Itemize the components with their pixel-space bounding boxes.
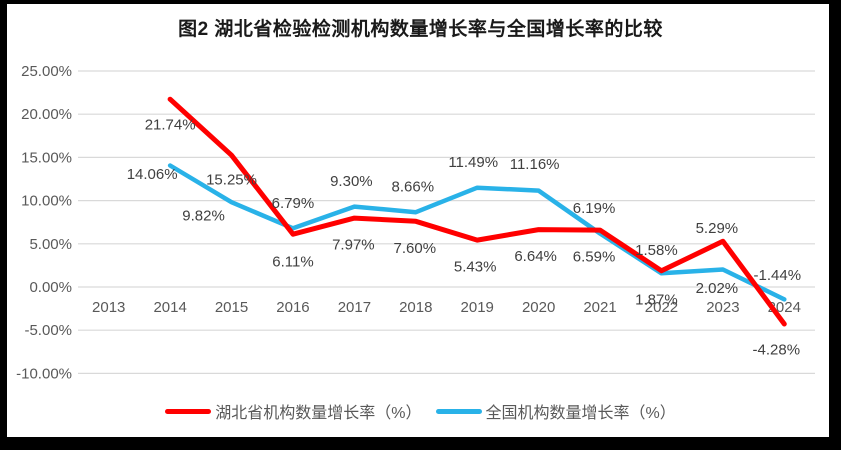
national-data-label: 2.02% <box>696 280 739 297</box>
chart-legend: 湖北省机构数量增长率（%） 全国机构数量增长率（%） <box>0 399 841 423</box>
x-axis-tick-label: 2013 <box>92 299 125 316</box>
y-axis-tick-label: 5.00% <box>29 236 72 253</box>
y-axis-tick-label: -10.00% <box>16 365 72 382</box>
national-data-label: 6.19% <box>573 200 616 217</box>
x-axis-tick-label: 2022 <box>645 299 678 316</box>
y-axis-tick-label: 15.00% <box>21 149 72 166</box>
national-data-label: 9.82% <box>182 208 225 225</box>
x-axis-tick-label: 2014 <box>153 299 186 316</box>
national-data-label: 11.16% <box>510 156 560 173</box>
y-axis-tick-label: 0.00% <box>29 279 72 296</box>
hubei-data-label: 7.97% <box>332 237 375 254</box>
national-data-label: 6.79% <box>272 195 315 212</box>
hubei-data-label: 5.43% <box>454 259 497 276</box>
national-data-label: 14.06% <box>127 166 178 183</box>
y-axis-tick-label: 25.00% <box>21 63 72 80</box>
hubei-data-label: 7.60% <box>394 240 437 257</box>
x-axis-tick-label: 2017 <box>338 299 371 316</box>
legend-label-hubei: 湖北省机构数量增长率（%） <box>215 405 422 422</box>
national-data-label: 9.30% <box>330 173 373 190</box>
y-axis-tick-label: -5.00% <box>24 322 72 339</box>
x-axis-tick-label: 2015 <box>215 299 248 316</box>
x-axis-tick-label: 2019 <box>461 299 494 316</box>
national-data-label: 11.49% <box>448 154 498 171</box>
hubei-data-label: 15.25% <box>206 172 257 189</box>
national-series-swatch-icon <box>435 408 482 414</box>
x-axis-tick-label: 2018 <box>399 299 432 316</box>
chart-title: 图2 湖北省检验检测机构数量增长率与全国增长率的比较 <box>178 19 663 40</box>
national-data-label: 8.66% <box>392 179 435 196</box>
hubei-data-label: 1.87% <box>635 291 678 308</box>
hubei-data-label: -4.28% <box>753 341 801 358</box>
national-data-label: 1.58% <box>635 242 678 259</box>
hubei-data-label: 21.74% <box>145 117 196 134</box>
x-axis-tick-label: 2021 <box>583 299 616 316</box>
national-data-label: -1.44% <box>754 267 802 284</box>
y-axis-tick-label: 20.00% <box>21 106 72 123</box>
hubei-data-label: 6.59% <box>573 249 616 266</box>
x-axis-tick-label: 2020 <box>522 299 555 316</box>
legend-item-national: 全国机构数量增长率（%） <box>435 399 676 423</box>
legend-item-hubei: 湖北省机构数量增长率（%） <box>165 399 422 423</box>
hubei-data-label: 5.29% <box>696 220 739 237</box>
x-axis-tick-label: 2023 <box>706 299 739 316</box>
legend-label-national: 全国机构数量增长率（%） <box>485 405 676 422</box>
hubei-data-label: 6.11% <box>272 254 313 271</box>
hubei-series-swatch-icon <box>165 408 212 414</box>
x-axis-tick-label: 2016 <box>276 299 309 316</box>
national-series-line <box>167 163 787 302</box>
hubei-data-label: 6.64% <box>514 248 557 265</box>
hubei-series-line <box>167 96 787 327</box>
y-axis-tick-label: 10.00% <box>21 193 72 210</box>
